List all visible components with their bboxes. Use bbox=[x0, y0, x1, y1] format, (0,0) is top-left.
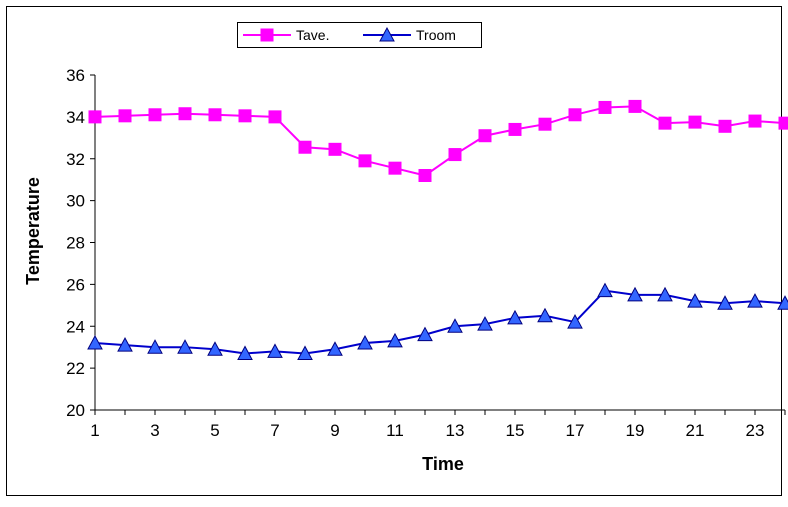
data-point bbox=[627, 286, 643, 302]
data-point bbox=[267, 343, 283, 358]
y-tick-label: 36 bbox=[66, 66, 85, 85]
data-point bbox=[417, 326, 433, 342]
x-tick-label: 19 bbox=[626, 421, 645, 440]
data-point bbox=[147, 339, 163, 354]
data-point bbox=[687, 293, 703, 308]
data-point bbox=[418, 169, 432, 182]
data-point bbox=[117, 337, 133, 352]
data-point bbox=[567, 314, 583, 329]
data-point bbox=[148, 108, 162, 122]
data-point bbox=[207, 341, 223, 356]
x-axis-title: Time bbox=[422, 454, 464, 474]
x-tick-label: 7 bbox=[270, 421, 279, 440]
data-point bbox=[238, 109, 252, 123]
legend: Tave. Troom bbox=[237, 22, 482, 48]
data-point bbox=[87, 334, 103, 350]
data-point bbox=[597, 282, 613, 298]
data-point bbox=[568, 108, 582, 122]
x-tick-label: 13 bbox=[446, 421, 465, 440]
data-point bbox=[478, 129, 492, 143]
data-point bbox=[748, 114, 762, 128]
data-point bbox=[357, 334, 373, 350]
y-tick-label: 20 bbox=[66, 401, 85, 420]
x-tick-label: 9 bbox=[330, 421, 339, 440]
legend-label: Tave. bbox=[296, 27, 329, 43]
y-tick-label: 32 bbox=[66, 150, 85, 169]
y-tick-label: 28 bbox=[66, 234, 85, 253]
data-point bbox=[178, 107, 192, 121]
data-point bbox=[477, 316, 493, 331]
series-tave bbox=[88, 99, 788, 182]
legend-label: Troom bbox=[416, 27, 456, 43]
data-point bbox=[268, 110, 282, 124]
x-tick-label: 23 bbox=[746, 421, 765, 440]
x-tick-label: 1 bbox=[90, 421, 99, 440]
data-point bbox=[777, 295, 788, 310]
x-tick-label: 15 bbox=[506, 421, 525, 440]
x-tick-label: 11 bbox=[386, 421, 404, 440]
y-tick-label: 22 bbox=[66, 359, 85, 378]
y-tick-label: 24 bbox=[66, 317, 85, 336]
y-tick-label: 30 bbox=[66, 192, 85, 211]
y-tick-label: 34 bbox=[66, 108, 85, 127]
data-point bbox=[237, 345, 253, 360]
data-point bbox=[717, 295, 733, 310]
data-point bbox=[598, 100, 612, 114]
data-point bbox=[328, 142, 342, 156]
data-point bbox=[327, 341, 343, 356]
data-point bbox=[388, 161, 402, 175]
data-point bbox=[448, 148, 462, 162]
x-tick-label: 5 bbox=[210, 421, 219, 440]
data-point bbox=[508, 122, 522, 136]
data-point bbox=[358, 154, 372, 168]
data-point bbox=[387, 332, 403, 348]
data-point bbox=[657, 286, 673, 302]
data-point bbox=[688, 115, 702, 129]
data-point bbox=[718, 119, 732, 133]
data-point bbox=[538, 117, 552, 131]
x-tick-label: 21 bbox=[686, 421, 705, 440]
legend-marker bbox=[379, 26, 395, 42]
data-point bbox=[297, 345, 313, 360]
data-point bbox=[747, 293, 763, 308]
series-line bbox=[94, 289, 786, 355]
y-tick-label: 26 bbox=[66, 275, 85, 294]
data-point bbox=[658, 116, 672, 130]
y-axis-title: Temperature bbox=[23, 177, 43, 285]
series-troom bbox=[87, 282, 788, 360]
chart-border bbox=[6, 6, 782, 496]
legend-marker bbox=[260, 28, 274, 42]
data-point bbox=[177, 339, 193, 354]
data-point bbox=[118, 109, 132, 123]
data-point bbox=[208, 108, 222, 122]
data-point bbox=[88, 110, 102, 124]
data-point bbox=[298, 140, 312, 154]
series-layer bbox=[87, 99, 788, 360]
data-point bbox=[628, 99, 642, 113]
x-tick-label: 17 bbox=[566, 421, 585, 440]
x-tick-label: 3 bbox=[150, 421, 159, 440]
data-point bbox=[447, 318, 463, 333]
data-point bbox=[507, 309, 523, 325]
data-point bbox=[537, 307, 553, 323]
data-point bbox=[778, 116, 788, 130]
